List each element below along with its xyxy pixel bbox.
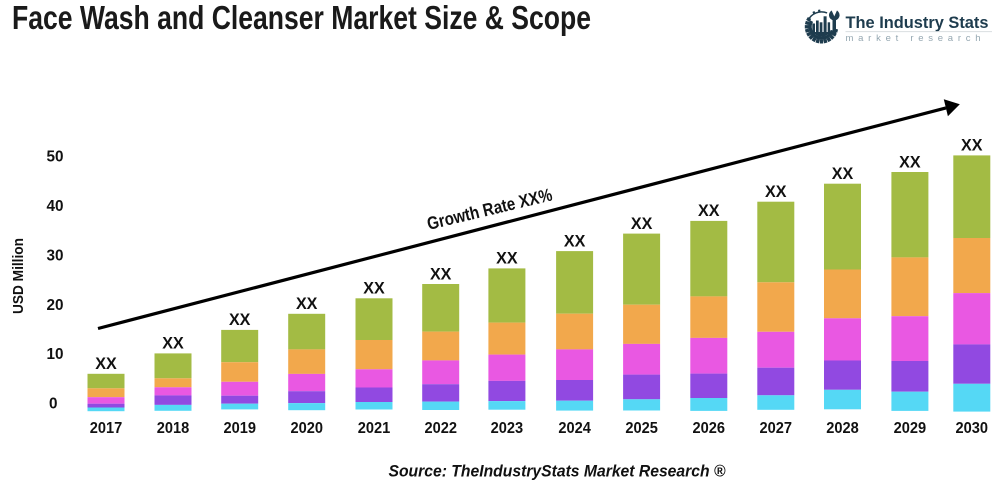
svg-text:XX: XX xyxy=(832,164,854,183)
svg-text:market research: market research xyxy=(846,33,985,44)
svg-text:2023: 2023 xyxy=(491,420,524,437)
svg-text:XX: XX xyxy=(229,310,251,329)
svg-text:XX: XX xyxy=(496,249,518,268)
svg-text:XX: XX xyxy=(363,279,385,298)
svg-text:2019: 2019 xyxy=(223,420,256,437)
svg-text:2029: 2029 xyxy=(894,420,927,437)
svg-text:The Industry Stats: The Industry Stats xyxy=(846,13,989,32)
svg-text:XX: XX xyxy=(899,152,921,171)
svg-text:Source: TheIndustryStats Marke: Source: TheIndustryStats Market Research… xyxy=(389,462,726,481)
svg-text:XX: XX xyxy=(961,136,983,155)
svg-text:XX: XX xyxy=(296,294,318,313)
svg-text:2026: 2026 xyxy=(693,420,726,437)
svg-text:50: 50 xyxy=(47,148,64,165)
svg-text:XX: XX xyxy=(765,182,787,201)
svg-text:2027: 2027 xyxy=(760,420,793,437)
svg-text:USD Million: USD Million xyxy=(11,238,27,314)
svg-text:XX: XX xyxy=(698,201,720,220)
svg-text:30: 30 xyxy=(47,248,64,265)
svg-text:XX: XX xyxy=(631,214,653,233)
svg-text:2021: 2021 xyxy=(358,420,391,437)
svg-text:XX: XX xyxy=(564,231,586,250)
svg-text:2022: 2022 xyxy=(424,420,457,437)
svg-text:2018: 2018 xyxy=(157,420,190,437)
svg-text:2028: 2028 xyxy=(826,420,859,437)
svg-text:20: 20 xyxy=(47,297,64,314)
svg-text:2017: 2017 xyxy=(90,420,123,437)
svg-text:XX: XX xyxy=(95,354,117,373)
svg-text:2024: 2024 xyxy=(558,420,591,437)
svg-text:10: 10 xyxy=(47,346,64,363)
svg-text:0: 0 xyxy=(49,395,58,412)
svg-text:XX: XX xyxy=(430,264,452,283)
svg-text:40: 40 xyxy=(47,198,64,215)
svg-text:2020: 2020 xyxy=(290,420,323,437)
svg-text:2030: 2030 xyxy=(956,420,989,437)
svg-text:2025: 2025 xyxy=(625,420,658,437)
svg-text:XX: XX xyxy=(162,334,184,353)
svg-text:Face Wash and Cleanser Market: Face Wash and Cleanser Market Size & Sco… xyxy=(12,0,591,36)
